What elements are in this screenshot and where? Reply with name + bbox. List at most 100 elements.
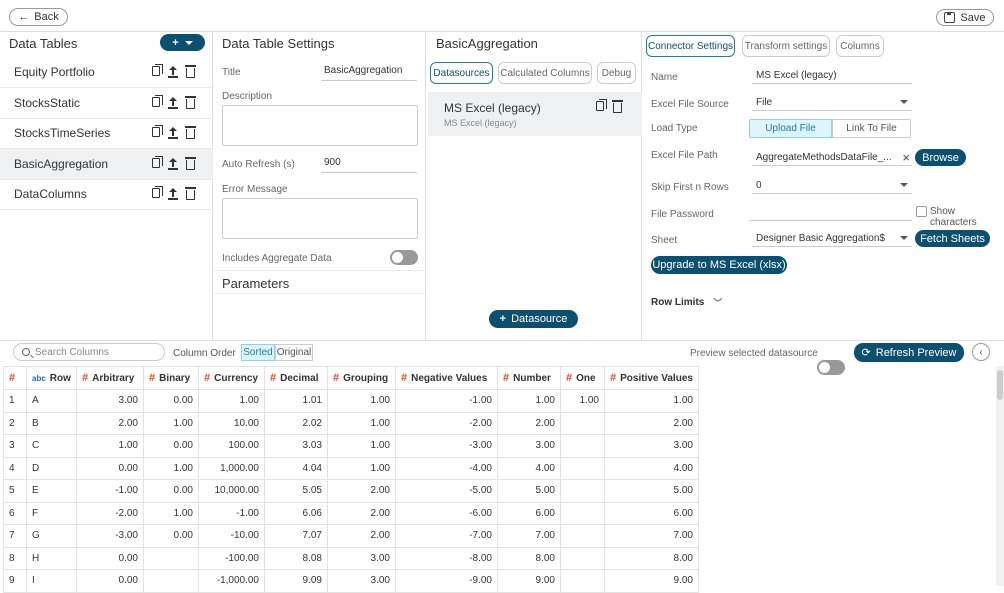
- table-cell: -3.00: [76, 524, 144, 548]
- column-header[interactable]: # Arbitrary: [76, 366, 144, 390]
- browse-button[interactable]: Browse: [915, 149, 966, 166]
- tab-calculated-columns[interactable]: Calculated Columns: [498, 62, 592, 84]
- column-header[interactable]: abc Row: [26, 366, 77, 390]
- copy-icon[interactable]: [152, 95, 163, 107]
- tab-datasources[interactable]: Datasources: [430, 62, 493, 84]
- data-table-item[interactable]: StocksStatic: [0, 88, 213, 119]
- trash-icon[interactable]: [185, 96, 196, 109]
- upload-icon[interactable]: [168, 127, 178, 139]
- table-cell: 8.00: [497, 546, 561, 570]
- skip-rows-label: Skip First n Rows: [651, 182, 729, 193]
- search-columns[interactable]: Search Columns: [13, 343, 165, 361]
- trash-icon[interactable]: [185, 65, 196, 78]
- upload-icon[interactable]: [168, 97, 178, 109]
- sheet-select[interactable]: Designer Basic Aggregation$: [752, 230, 912, 247]
- data-table-item[interactable]: DataColumns: [0, 179, 213, 210]
- search-placeholder: Search Columns: [35, 346, 109, 358]
- table-cell: [560, 479, 605, 503]
- upgrade-button[interactable]: Upgrade to MS Excel (xlsx): [651, 256, 787, 274]
- tab-transform-settings[interactable]: Transform settings: [742, 35, 830, 57]
- table-cell: G: [26, 524, 77, 548]
- table-cell: [560, 569, 605, 593]
- datasource-name: MS Excel (legacy): [444, 101, 541, 115]
- upload-icon[interactable]: [168, 66, 178, 78]
- excel-file-source-select[interactable]: File: [752, 94, 912, 111]
- copy-icon[interactable]: [152, 64, 163, 76]
- refresh-preview-button[interactable]: ⟳ Refresh Preview: [854, 343, 964, 362]
- close-icon[interactable]: ×: [902, 149, 910, 165]
- collapse-button[interactable]: ‹: [972, 343, 990, 361]
- tab-debug[interactable]: Debug: [597, 62, 636, 84]
- row-number-cell: 5: [3, 479, 27, 503]
- excel-file-path-input[interactable]: AggregateMethodsDataFile_... ×: [752, 149, 912, 166]
- error-message-textarea[interactable]: [222, 198, 418, 239]
- sheet-label: Sheet: [651, 235, 678, 246]
- settings-title: Data Table Settings: [222, 36, 335, 51]
- table-cell: E: [26, 479, 77, 503]
- scrollbar-thumb[interactable]: [997, 370, 1003, 400]
- upload-icon[interactable]: [168, 158, 178, 170]
- table-header-row: # abc Row # Arbitrary # Binary # Currency # D…: [3, 366, 699, 390]
- trash-icon[interactable]: [612, 100, 623, 113]
- tab-columns[interactable]: Columns: [836, 35, 884, 57]
- table-cell: 3.00: [497, 434, 561, 458]
- plus-icon: +: [499, 313, 507, 325]
- table-cell: 2.02: [264, 411, 328, 435]
- top-bar: [0, 0, 1004, 32]
- column-header[interactable]: # Number: [497, 366, 561, 390]
- table-cell: F: [26, 501, 77, 525]
- column-header[interactable]: # Grouping: [327, 366, 396, 390]
- upload-file-option[interactable]: Upload File: [749, 119, 832, 138]
- fetch-sheets-button[interactable]: Fetch Sheets: [915, 230, 990, 247]
- upload-icon[interactable]: [168, 188, 178, 200]
- table-cell: 6.00: [604, 501, 699, 525]
- name-input[interactable]: MS Excel (legacy): [752, 67, 912, 84]
- auto-refresh-input[interactable]: 900: [321, 157, 417, 173]
- add-table-button[interactable]: +: [160, 34, 205, 51]
- table-cell: 3.00: [327, 546, 396, 570]
- row-limits-toggle[interactable]: Row Limits ﹀: [651, 296, 722, 309]
- back-label: Back: [34, 11, 59, 23]
- data-table-label: StocksTimeSeries: [14, 126, 111, 140]
- save-button[interactable]: Save: [936, 9, 994, 26]
- table-cell: 2.00: [604, 411, 699, 435]
- copy-icon[interactable]: [152, 125, 163, 137]
- excel-file-source-label: Excel File Source: [651, 99, 729, 110]
- data-table-item-selected[interactable]: BasicAggregation: [0, 149, 213, 180]
- vertical-scrollbar[interactable]: [996, 366, 1004, 586]
- table-cell: 1.00: [327, 389, 396, 413]
- copy-icon[interactable]: [152, 186, 163, 198]
- add-datasource-button[interactable]: + Datasource: [489, 310, 578, 328]
- column-header[interactable]: # Negative Values: [395, 366, 498, 390]
- copy-icon[interactable]: [596, 99, 607, 111]
- trash-icon[interactable]: [185, 187, 196, 200]
- table-cell: [560, 434, 605, 458]
- datasource-type: MS Excel (legacy): [444, 118, 517, 128]
- table-cell: C: [26, 434, 77, 458]
- skip-rows-select[interactable]: 0: [752, 177, 912, 194]
- tab-connector-settings[interactable]: Connector Settings: [646, 35, 735, 57]
- title-input[interactable]: BasicAggregation: [321, 65, 417, 81]
- table-cell: 0.00: [143, 389, 199, 413]
- file-password-input[interactable]: [749, 204, 912, 221]
- column-header[interactable]: # Decimal: [264, 366, 328, 390]
- show-characters-checkbox[interactable]: [916, 206, 927, 217]
- column-header[interactable]: # Positive Values: [604, 366, 699, 390]
- sorted-option[interactable]: Sorted: [241, 344, 275, 361]
- preview-selected-toggle[interactable]: [817, 360, 845, 375]
- copy-icon[interactable]: [152, 156, 163, 168]
- row-number-cell: 3: [3, 434, 27, 458]
- trash-icon[interactable]: [185, 157, 196, 170]
- original-option[interactable]: Original: [275, 344, 313, 361]
- description-textarea[interactable]: [222, 105, 418, 146]
- aggregate-toggle[interactable]: [390, 250, 418, 265]
- back-button[interactable]: ← Back: [9, 8, 68, 26]
- link-to-file-option[interactable]: Link To File: [832, 119, 911, 138]
- data-table-item[interactable]: Equity Portfolio: [0, 57, 213, 88]
- table-cell: 0.00: [76, 569, 144, 593]
- data-table-item[interactable]: StocksTimeSeries: [0, 118, 213, 149]
- column-header[interactable]: # One: [560, 366, 605, 390]
- trash-icon[interactable]: [185, 126, 196, 139]
- column-header[interactable]: # Currency: [198, 366, 265, 390]
- column-header[interactable]: # Binary: [143, 366, 199, 390]
